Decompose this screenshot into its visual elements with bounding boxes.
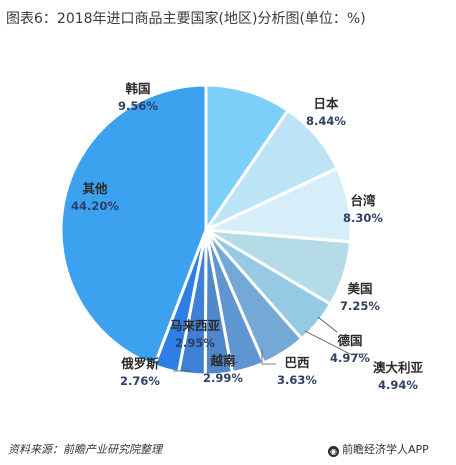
slice-label-8: 越南 (209, 353, 236, 368)
slice-value-label-5: 4.97% (330, 351, 370, 365)
slice-label-2: 日本 (313, 96, 339, 111)
pie-slice-1 (204, 83, 291, 235)
brand-logo-icon: ◉ (328, 446, 339, 457)
footer-brand-text: 前瞻经济学人APP (342, 443, 429, 456)
pie-slices (59, 83, 353, 377)
slice-value-label-6: 4.94% (378, 378, 418, 392)
leader-line-7 (261, 350, 276, 365)
slice-label-6: 澳大利亚 (373, 360, 424, 375)
slice-label-3: 台湾 (350, 193, 376, 208)
slice-label-1: 韩国 (125, 81, 150, 96)
pie-slice-11 (59, 83, 208, 368)
slice-value-label-9: 2.95% (175, 336, 215, 350)
leader-line-8 (226, 361, 239, 366)
pie-labels: 韩国 9.56% 日本 8.44% 台湾 8.30% 美国 7.25% 德国 4.97%澳大利亚 4… (71, 81, 423, 392)
footer-brand: ◉ 前瞻经济学人APP (328, 441, 429, 457)
slice-value-label-10: 2.76% (120, 374, 160, 388)
slice-value-label-3: 8.30% (343, 211, 383, 225)
leader-line-6 (304, 330, 368, 355)
chart-title: 图表6：2018年进口商品主要国家(地区)分析图(单位：%) (6, 11, 366, 27)
leader-line-5 (317, 316, 338, 333)
slice-value-label-4: 7.25% (340, 299, 380, 313)
slice-value-label-1: 9.56% (118, 99, 158, 113)
slice-label-11: 其他 (82, 181, 108, 196)
slice-value-label-11: 44.20% (71, 199, 119, 213)
slice-value-label-2: 8.44% (306, 114, 346, 128)
slice-label-7: 巴西 (284, 355, 309, 370)
slice-label-4: 美国 (347, 281, 372, 296)
footer-source: 资料来源：前瞻产业研究院整理 (8, 443, 162, 456)
slice-label-9: 马来西亚 (170, 318, 221, 333)
slice-value-label-8: 2.99% (203, 371, 243, 385)
slice-label-10: 俄罗斯 (120, 356, 159, 371)
slice-label-5: 德国 (337, 333, 362, 348)
slice-value-label-7: 3.63% (277, 373, 317, 387)
